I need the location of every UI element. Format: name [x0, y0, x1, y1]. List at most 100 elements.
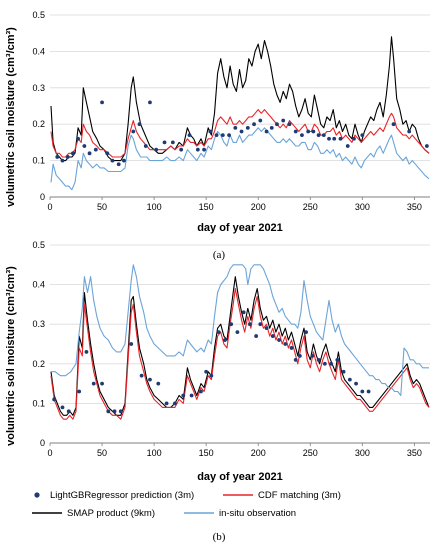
- panel-a-prediction-point-1: [60, 158, 65, 163]
- panel-b-x-tick-100: 100: [147, 448, 162, 458]
- panel-b-series-in-situ-observation: [51, 264, 429, 397]
- panel-b-y-tick-0-4: 0.4: [32, 280, 45, 290]
- panel-b-prediction-point-23: [229, 322, 234, 327]
- panel-b-prediction-point-3: [77, 389, 82, 394]
- panel-b-x-tick-300: 300: [355, 448, 370, 458]
- panel-a-prediction-point-46: [338, 136, 343, 141]
- panel-a-chart: 0 0.1 0.2 0.3 0.4 0.5 0 50 100 150 200 250 300 350 da…: [5, 10, 430, 261]
- panel-a-prediction-point-33: [264, 129, 269, 134]
- panel-b-y-tick-0-3: 0.3: [32, 319, 45, 329]
- panel-b-prediction-point-42: [341, 369, 346, 374]
- panel-a-prediction-point-2: [65, 155, 70, 159]
- panel-a-prediction-point-39: [300, 133, 304, 138]
- panel-a-x-tick-150: 150: [199, 202, 214, 212]
- panel-a-prediction-point-14: [137, 122, 142, 127]
- panel-a-y-tick-0: 0: [40, 192, 45, 202]
- panel-a-prediction-point-47: [345, 144, 350, 148]
- panel-a-prediction-point-51: [407, 129, 412, 134]
- panel-b-x-axis-label: day of year 2021: [197, 471, 283, 483]
- panel-a-y-tick-0-2: 0.2: [32, 119, 45, 129]
- panel-b-prediction-point-46: [366, 389, 371, 394]
- panel-b-prediction-point-10: [129, 342, 134, 346]
- panel-a-prediction-point-37: [287, 122, 292, 127]
- panel-a-prediction-point-50: [391, 122, 396, 127]
- panel-a-x-tick-250: 250: [303, 202, 318, 212]
- panel-a-axes: [49, 196, 430, 200]
- panel-a-x-tick-50: 50: [97, 202, 107, 212]
- panel-b-x-tick-150: 150: [199, 448, 214, 458]
- panel-b-y-tick-0: 0: [40, 438, 45, 448]
- panel-b-prediction-point-43: [347, 377, 352, 382]
- panel-b-tick-labels: 0 0.1 0.2 0.3 0.4 0.5 0 50 100 150 200 250 300 350: [32, 240, 421, 458]
- panel-b-prediction-point-35: [297, 353, 302, 358]
- panel-a-prediction-point-35: [275, 122, 279, 127]
- panel-b-prediction-point-15: [173, 401, 177, 406]
- panel-a-prediction-point-45: [332, 136, 337, 141]
- panel-a-prediction-point-4: [76, 136, 81, 141]
- panel-b-x-tick-0: 0: [47, 448, 52, 458]
- panel-a-prediction-point-16: [148, 100, 152, 105]
- panel-a-series-in-situ-observation: [50, 127, 430, 191]
- panel-a-y-tick-0-3: 0.3: [32, 83, 45, 93]
- panel-a-x-tick-350: 350: [407, 202, 422, 212]
- panel-b-prediction-point-27: [254, 334, 259, 338]
- panel-b-prediction-point-14: [164, 401, 169, 406]
- panel-b-prediction-point-6: [100, 381, 104, 386]
- panel-b-prediction-point-12: [148, 377, 152, 382]
- legend-smap-label: SMAP product (9km): [67, 508, 155, 519]
- panel-a-series-cdf-matching-3m: [50, 109, 430, 158]
- panel-a-y-tick-0-4: 0.4: [32, 46, 45, 56]
- panel-a-prediction-point-26: [220, 133, 225, 138]
- panel-b-prediction-point-34: [293, 357, 298, 362]
- panel-b-prediction-point-16: [181, 393, 186, 398]
- panel-a-prediction-point-12: [122, 158, 126, 163]
- panel-b-prediction-point-40: [329, 361, 333, 366]
- panel-a-prediction-point-18: [162, 140, 167, 145]
- panel-b-prediction-point-9: [118, 409, 123, 414]
- panel-a-x-axis-label: day of year 2021: [197, 222, 283, 234]
- panel-b-prediction-point-24: [235, 330, 240, 335]
- panel-b-y-tick-0-2: 0.2: [32, 359, 45, 369]
- panel-b-prediction-point-37: [310, 353, 315, 358]
- panel-a-y-tick-0-1: 0.1: [32, 156, 45, 166]
- panel-b-prediction-point-19: [204, 369, 209, 374]
- panel-a-prediction-point-24: [208, 129, 213, 134]
- panel-a-prediction-point-3: [71, 151, 75, 156]
- panel-a-prediction-point-19: [170, 140, 175, 145]
- panel-a-prediction-point-5: [82, 144, 87, 148]
- panel-b-label: (b): [213, 531, 226, 543]
- panel-b-y-tick-0-1: 0.1: [32, 398, 45, 408]
- panel-a-prediction-point-43: [321, 133, 326, 138]
- panel-a-prediction-point-11: [116, 162, 121, 167]
- panel-b-prediction-point-1: [60, 405, 65, 410]
- panel-b-series-smap-product-9km: [50, 276, 430, 416]
- panel-a-x-tick-300: 300: [355, 202, 370, 212]
- panel-b-y-tick-0-5: 0.5: [32, 240, 45, 250]
- legend-insitu-label: in-situ observation: [219, 508, 296, 519]
- panel-b-x-tick-200: 200: [251, 448, 266, 458]
- panel-a-prediction-point-52: [424, 144, 429, 148]
- panel-a-series-smap-product-9km: [50, 36, 430, 162]
- panel-b-prediction-point-41: [335, 357, 340, 362]
- panel-b-series: [50, 264, 430, 420]
- panel-b-prediction-point-11: [139, 373, 144, 378]
- panel-b-prediction-point-17: [189, 393, 194, 398]
- panel-b-grid: [50, 244, 430, 404]
- panel-b-prediction-point-44: [354, 381, 358, 386]
- panel-a-y-tick-0-5: 0.5: [32, 10, 45, 20]
- panel-a-prediction-point-21: [187, 133, 192, 138]
- panel-b-prediction-point-22: [223, 338, 227, 342]
- panel-a-prediction-point-22: [195, 147, 200, 152]
- panel-b-x-tick-250: 250: [303, 448, 318, 458]
- panel-a-prediction-point-15: [143, 144, 148, 148]
- panel-a-x-tick-100: 100: [147, 202, 162, 212]
- panel-a-prediction-point-13: [131, 129, 136, 134]
- panel-b-prediction-point-26: [247, 322, 252, 327]
- panel-a-prediction-point-0: [55, 155, 60, 159]
- panel-a-prediction-point-49: [360, 133, 365, 138]
- panel-b-prediction-point-18: [199, 389, 203, 394]
- panel-b-chart: 0 0.1 0.2 0.3 0.4 0.5 0 50 100 150 200 250 300 350 da…: [5, 240, 430, 483]
- panel-a-prediction-point-30: [245, 125, 250, 130]
- panel-b-prediction-point-32: [283, 342, 288, 346]
